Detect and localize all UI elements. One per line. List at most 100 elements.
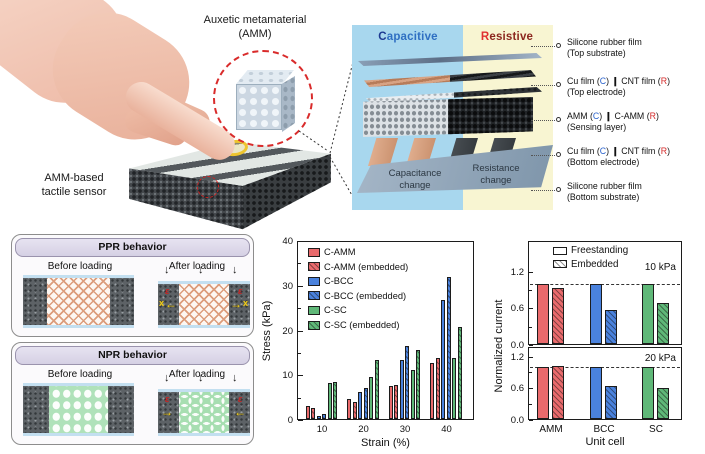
x-tick-label: 20 [358, 424, 369, 435]
stack-label: Silicone rubber film (Bottom substrate) [567, 181, 705, 202]
leader-dot-icon [556, 82, 561, 87]
stack-label: Cu film (C) ❙ CNT film (R) (Bottom electr… [567, 146, 705, 167]
stack-label-line2: (Top electrode) [567, 86, 626, 97]
stack-label: Cu film (C) ❙ CNT film (R) (Top electrode… [567, 76, 705, 97]
x-axis-label: Strain (%) [361, 437, 410, 449]
x-tick-label: BCC [593, 424, 615, 435]
legend-swatch [308, 320, 320, 330]
legend-label: C-AMM [324, 247, 356, 257]
legend-label: C-BCC [324, 276, 354, 287]
capacitive-header: Capacitive [378, 31, 438, 43]
amm-dashed-circle-icon [213, 50, 313, 147]
stress-bar [333, 381, 337, 419]
normalized-current-chart: 0.0 0.6 1.2 10 kPa 0.0 0.6 1.2 20 kPa Freestandi… [493, 228, 705, 454]
y-tick-label: 1.2 [510, 351, 524, 363]
y-tick [529, 388, 533, 390]
stress-bar [352, 401, 357, 419]
legend-item: Freestanding [553, 245, 628, 256]
stress-bar [369, 377, 373, 419]
ppr-after-sample: ε x ← ε → x [158, 281, 250, 328]
legend-swatch [308, 305, 320, 315]
legend-swatch [308, 291, 320, 301]
npr-panel: NPR behavior Before loading After loadin… [11, 342, 254, 445]
resistance-change-label: Resistance change [472, 163, 520, 186]
y-minor-tick [529, 289, 532, 291]
current-bar-embedded [605, 386, 617, 419]
stress-bar [416, 349, 420, 419]
legend-swatch [308, 247, 320, 257]
down-arrow-icon: ↓ [232, 372, 238, 384]
legend-label: C-SC [324, 305, 347, 316]
y-tick [298, 330, 303, 332]
stack-label-line2: (Top substrate) [567, 47, 626, 58]
stress-bar [446, 276, 451, 419]
stack-label: Silicone rubber film (Top substrate) [567, 37, 705, 58]
current-bar-embedded [552, 288, 564, 344]
y-tick-label: 0.6 [510, 383, 524, 395]
leader-line-icon [531, 155, 555, 156]
leader-line-icon [531, 190, 555, 191]
outward-arrow-icon: ← [165, 297, 177, 311]
leader-line-icon [531, 120, 555, 121]
stack-label-line1: Cu film (C) ❙ CNT film (R) [567, 146, 671, 156]
y-minor-tick [298, 308, 301, 310]
current-bar-freestanding [537, 367, 549, 419]
y-tick [529, 420, 533, 422]
leader-dot-icon [556, 187, 561, 192]
current-bar-embedded [657, 303, 669, 344]
y-tick [298, 420, 303, 422]
legend-item: Embedded [553, 259, 618, 270]
legend-item: C-AMM [308, 247, 356, 257]
y-axis-label: Stress (kPa) [261, 300, 273, 361]
strain-x: x [159, 298, 165, 308]
down-arrow-icon: ↓ [164, 264, 170, 276]
current-bar-embedded [605, 310, 617, 344]
y-minor-tick [529, 372, 532, 374]
stress-bar [363, 388, 368, 419]
stress-bar [322, 413, 326, 419]
legend-swatch [308, 276, 320, 286]
stress-bar [388, 386, 393, 419]
ppr-before-sample [23, 275, 134, 328]
stack-label-line1: Silicone rubber film [567, 37, 642, 47]
stress-bar [457, 326, 462, 419]
y-tick [529, 345, 533, 347]
legend-item: C-BCC (embedded) [308, 291, 406, 301]
legend-item: C-BCC [308, 276, 353, 286]
y-axis-label: Normalized current [493, 299, 505, 393]
stack-label-line1: AMM (C) ❙ C-AMM (R) [567, 111, 659, 121]
x-tick-label: 40 [441, 424, 452, 435]
current-bar-freestanding [537, 283, 549, 344]
stress-bar [410, 370, 415, 419]
stress-bar [405, 346, 409, 419]
legend-swatch [553, 246, 567, 255]
y-tick [298, 375, 303, 377]
npr-title: NPR behavior [15, 346, 250, 365]
amm-inset-label: Auxetic metamaterial (AMM) [203, 14, 307, 40]
strain-x: x [243, 298, 249, 308]
layer-sensing-front [363, 97, 533, 137]
ppr-before-label: Before loading [47, 261, 113, 272]
npr-before-label: Before loading [47, 369, 113, 380]
leader-line-icon [531, 46, 555, 47]
pressure-label: 20 kPa [644, 353, 676, 364]
legend-label: C-BCC (embedded) [324, 290, 407, 301]
x-tick-label: 30 [399, 424, 411, 435]
legend-item: C-SC [308, 305, 347, 315]
y-tick-label: 0.0 [510, 340, 524, 351]
down-arrow-icon: ↓ [232, 264, 238, 276]
y-minor-tick [298, 263, 301, 265]
stress-bar [374, 360, 379, 419]
tactile-sensor-illustration [125, 140, 335, 232]
npr-before-sample [23, 383, 134, 436]
leader-dot-icon [556, 43, 561, 48]
y-tick-label: 0.6 [510, 303, 524, 315]
legend-label: C-AMM (embedded) [324, 261, 409, 272]
strain-epsilon: ε [238, 286, 243, 296]
current-bar-freestanding [642, 283, 654, 344]
down-arrow-icon: ↓ [198, 372, 204, 384]
x-tick-label: 10 [316, 424, 328, 435]
y-minor-tick [529, 404, 532, 406]
legend-swatch [553, 260, 567, 268]
